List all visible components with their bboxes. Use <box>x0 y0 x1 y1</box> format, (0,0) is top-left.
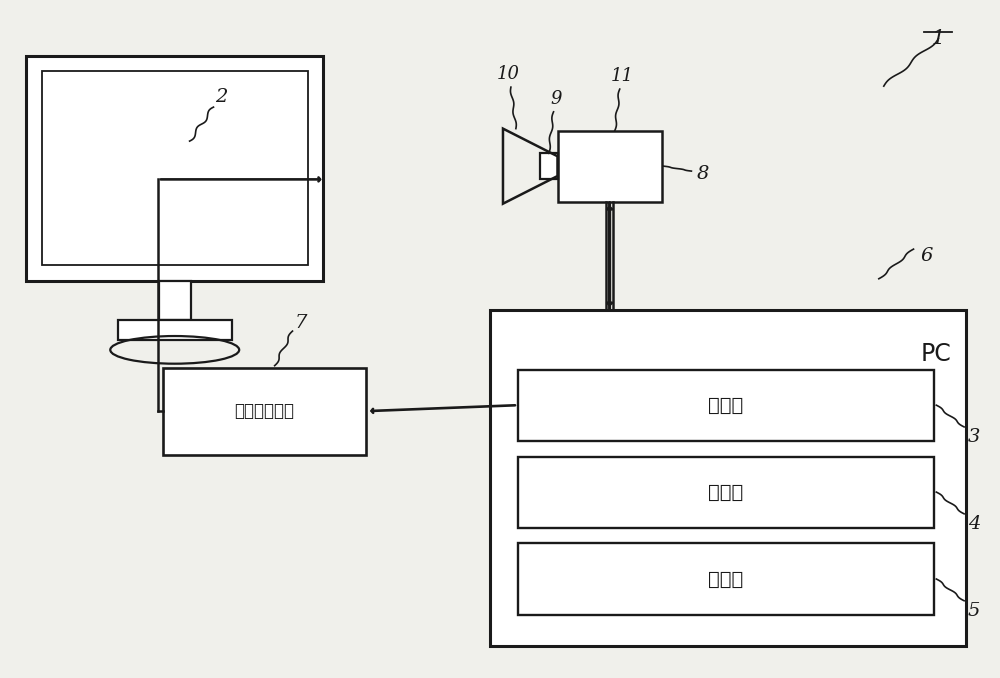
Text: 8: 8 <box>697 165 709 183</box>
Bar <box>118 320 232 340</box>
Bar <box>490 311 966 646</box>
Text: 6: 6 <box>920 247 933 265</box>
Text: 3: 3 <box>968 428 980 445</box>
Text: 10: 10 <box>496 65 519 83</box>
Text: 图案生成装置: 图案生成装置 <box>234 402 294 420</box>
Bar <box>163 367 366 454</box>
Text: 9: 9 <box>551 90 562 108</box>
Bar <box>518 544 934 614</box>
Bar <box>26 56 323 281</box>
Bar <box>159 281 191 320</box>
Bar <box>540 153 558 179</box>
Bar <box>42 71 308 265</box>
Text: PC: PC <box>920 342 951 366</box>
Bar <box>518 370 934 441</box>
Text: 7: 7 <box>294 314 307 332</box>
Text: 5: 5 <box>968 601 980 620</box>
Text: 4: 4 <box>968 515 980 533</box>
Text: 2: 2 <box>215 87 227 106</box>
Text: 1: 1 <box>932 29 945 48</box>
Bar <box>558 131 662 202</box>
Text: 11: 11 <box>611 67 634 85</box>
Text: 存储部: 存储部 <box>708 570 744 589</box>
Text: 控制部: 控制部 <box>708 396 744 415</box>
Bar <box>518 456 934 527</box>
Text: 运算部: 运算部 <box>708 483 744 502</box>
